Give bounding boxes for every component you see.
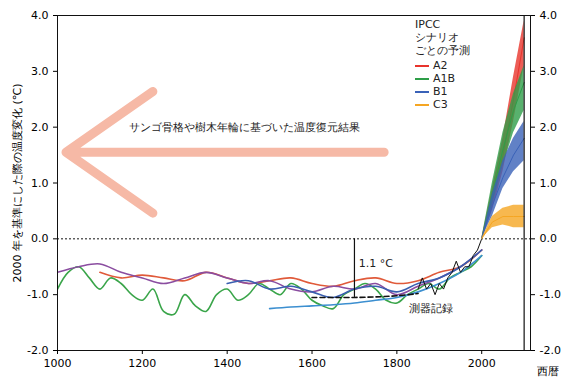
svg-text:4.0: 4.0 — [540, 9, 558, 22]
svg-text:-1.0: -1.0 — [27, 288, 48, 301]
svg-text:0.0: 0.0 — [31, 232, 49, 245]
svg-text:1000: 1000 — [44, 357, 72, 370]
svg-text:1200: 1200 — [128, 357, 156, 370]
svg-text:1.0: 1.0 — [31, 177, 49, 190]
svg-text:0.0: 0.0 — [540, 232, 558, 245]
svg-text:4.0: 4.0 — [31, 9, 49, 22]
svg-text:3.0: 3.0 — [31, 65, 49, 78]
svg-text:測器記録: 測器記録 — [409, 302, 453, 315]
html-text:IPCC シナリオ ごとの予測: IPCC シナリオ ごとの予測 — [415, 18, 470, 57]
html-text:B1: B1 — [433, 85, 448, 98]
svg-text:1600: 1600 — [298, 357, 326, 370]
html-text:A2: A2 — [433, 59, 448, 72]
svg-text:3.0: 3.0 — [540, 65, 558, 78]
svg-text:2000 年を基準にした際の温度変化 (℃): 2000 年を基準にした際の温度変化 (℃) — [11, 84, 24, 283]
svg-text:1.0: 1.0 — [540, 177, 558, 190]
svg-text:西暦: 西暦 — [537, 365, 559, 378]
svg-text:-2.0: -2.0 — [27, 344, 48, 357]
html-text:C3: C3 — [433, 98, 448, 111]
svg-text:1.1 °C: 1.1 °C — [359, 257, 393, 270]
svg-text:-2.0: -2.0 — [540, 344, 561, 357]
svg-text:2000: 2000 — [468, 357, 496, 370]
svg-text:1400: 1400 — [213, 357, 241, 370]
html-text:A1B: A1B — [433, 72, 456, 85]
svg-text:-1.0: -1.0 — [540, 288, 561, 301]
svg-text:2.0: 2.0 — [540, 121, 558, 134]
svg-text:2.0: 2.0 — [31, 121, 49, 134]
svg-text:サンゴ骨格や樹木年輪に基づいた温度復元結果: サンゴ骨格や樹木年輪に基づいた温度復元結果 — [129, 121, 360, 134]
svg-text:1800: 1800 — [383, 357, 411, 370]
